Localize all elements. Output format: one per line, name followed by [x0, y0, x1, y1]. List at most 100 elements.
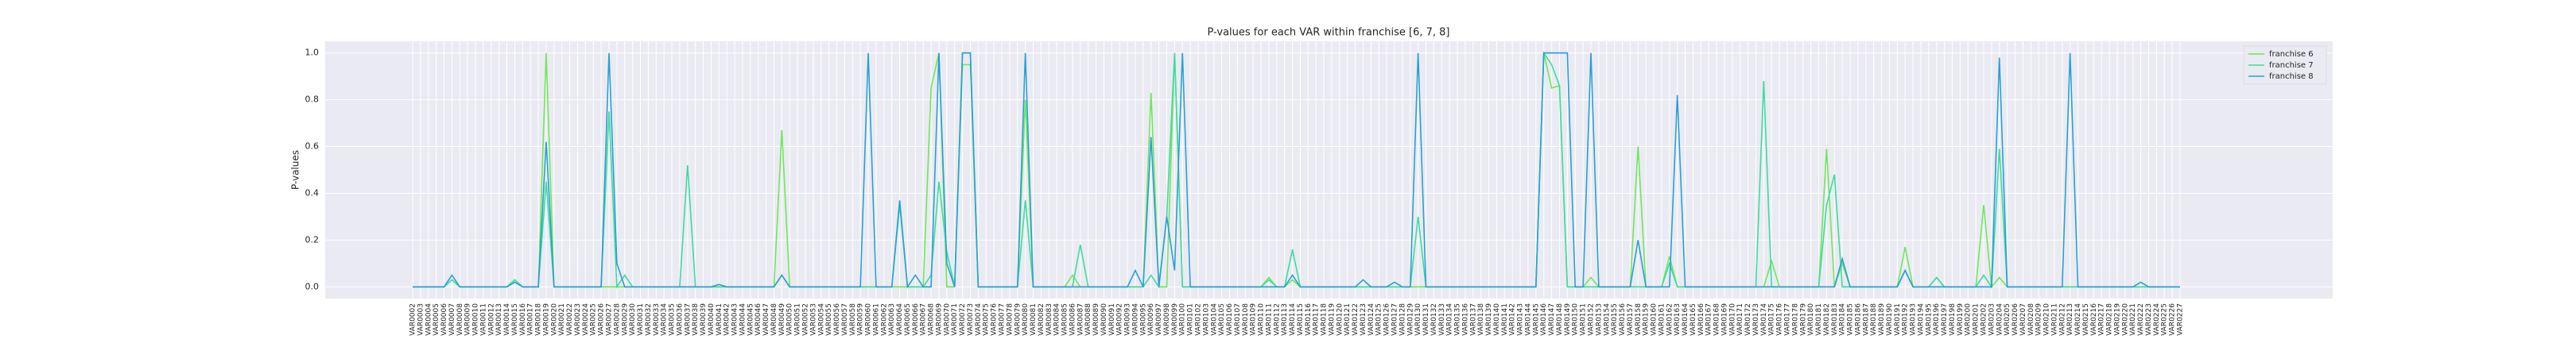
x-tick-label: VAR0109 [1250, 303, 1258, 336]
x-tick-label: VAR0114 [1289, 303, 1297, 336]
x-tick-label: VAR0005 [433, 303, 440, 336]
x-tick-label: VAR0055 [825, 303, 833, 336]
y-tick-label: 0.8 [305, 94, 320, 105]
x-tick-label: VAR0031 [637, 303, 645, 336]
x-tick-label: VAR0178 [1791, 303, 1799, 336]
x-tick-label: VAR0200 [1965, 303, 1973, 336]
x-tick-label: VAR0210 [2043, 303, 2051, 336]
x-tick-label: VAR0009 [464, 303, 472, 336]
legend-label: franchise 8 [2269, 72, 2314, 81]
x-tick-label: VAR0075 [983, 303, 991, 336]
x-tick-label: VAR0104 [1210, 303, 1218, 336]
x-tick-label: VAR0067 [920, 303, 928, 336]
x-tick-label: VAR0068 [928, 303, 936, 336]
x-tick-label: VAR0195 [1925, 303, 1933, 336]
x-tick-label: VAR0058 [849, 303, 857, 336]
x-tick-label: VAR0006 [440, 303, 448, 336]
x-tick-label: VAR0193 [1910, 303, 1918, 336]
x-tick-label: VAR0198 [1949, 303, 1957, 336]
x-tick-label: VAR0095 [1139, 303, 1147, 336]
x-tick-label: VAR0011 [479, 303, 487, 336]
x-tick-label: VAR0049 [778, 303, 786, 336]
x-tick-label: VAR0138 [1477, 303, 1485, 336]
x-tick-label: VAR0132 [1430, 303, 1438, 336]
x-tick-label: VAR0153 [1595, 303, 1603, 336]
x-tick-label: VAR0106 [1226, 303, 1234, 336]
x-tick-label: VAR0082 [1038, 303, 1046, 336]
x-tick-label: VAR0190 [1886, 303, 1894, 336]
x-tick-label: VAR0070 [943, 303, 951, 336]
x-tick-label: VAR0142 [1509, 303, 1517, 336]
x-tick-label: VAR0183 [1831, 303, 1839, 336]
x-tick-label: VAR0074 [975, 303, 983, 336]
x-tick-label: VAR0180 [1807, 303, 1815, 336]
x-tick-label: VAR0021 [558, 303, 566, 336]
x-tick-label: VAR0214 [2074, 303, 2082, 336]
x-tick-label: VAR0038 [692, 303, 700, 336]
x-tick-label: VAR0078 [1006, 303, 1014, 336]
x-tick-label: VAR0191 [1894, 303, 1902, 336]
x-tick-label: VAR0023 [574, 303, 582, 336]
x-tick-label: VAR0084 [1053, 303, 1061, 336]
x-tick-label: VAR0174 [1760, 303, 1768, 336]
x-tick-label: VAR0041 [716, 303, 724, 336]
x-tick-label: VAR0164 [1682, 303, 1690, 336]
x-tick-label: VAR0158 [1635, 303, 1643, 336]
x-tick-label: VAR0201 [1973, 303, 1980, 336]
x-tick-label: VAR0176 [1776, 303, 1784, 336]
x-tick-label: VAR0223 [2145, 303, 2153, 336]
x-tick-label: VAR0209 [2035, 303, 2043, 336]
x-tick-label: VAR0017 [527, 303, 535, 336]
x-tick-label: VAR0167 [1705, 303, 1713, 336]
x-tick-label: VAR0135 [1454, 303, 1462, 336]
x-tick-label: VAR0226 [2169, 303, 2177, 336]
x-tick-label: VAR0014 [503, 303, 511, 336]
x-tick-label: VAR0160 [1651, 303, 1658, 336]
x-tick-label: VAR0148 [1556, 303, 1564, 336]
x-tick-label: VAR0166 [1697, 303, 1705, 336]
x-tick-label: VAR0077 [999, 303, 1007, 336]
x-tick-label: VAR0149 [1564, 303, 1572, 336]
x-tick-label: VAR0054 [817, 303, 825, 336]
x-tick-label: VAR0161 [1658, 303, 1666, 336]
legend-label: franchise 6 [2269, 50, 2314, 59]
x-tick-label: VAR0073 [967, 303, 975, 336]
x-tick-label: VAR0061 [872, 303, 880, 336]
x-tick-label: VAR0028 [613, 303, 621, 336]
x-tick-label: VAR0080 [1022, 303, 1030, 336]
x-tick-label: VAR0105 [1218, 303, 1226, 336]
x-tick-label: VAR0100 [1179, 303, 1187, 336]
x-tick-label: VAR0099 [1171, 303, 1179, 336]
x-tick-label: VAR0128 [1399, 303, 1406, 336]
x-tick-label: VAR0130 [1414, 303, 1422, 336]
x-tick-label: VAR0036 [676, 303, 684, 336]
x-tick-label: VAR0187 [1862, 303, 1870, 336]
x-tick-label: VAR0177 [1784, 303, 1792, 336]
x-tick-label: VAR0007 [448, 303, 456, 336]
x-tick-label: VAR0179 [1799, 303, 1807, 336]
x-tick-label: VAR0133 [1438, 303, 1446, 336]
x-tick-label: VAR0020 [550, 303, 558, 336]
x-tick-label: VAR0145 [1532, 303, 1540, 336]
x-tick-label: VAR0033 [653, 303, 661, 336]
x-tick-label: VAR0064 [896, 303, 904, 336]
y-tick-label: 0.4 [305, 187, 320, 198]
x-tick-label: VAR0022 [566, 303, 574, 336]
x-tick-label: VAR0043 [731, 303, 739, 336]
x-tick-label: VAR0194 [1917, 303, 1925, 336]
x-tick-label: VAR0042 [724, 303, 731, 336]
x-tick-label: VAR0101 [1187, 303, 1195, 336]
x-tick-label: VAR0060 [865, 303, 873, 336]
x-tick-label: VAR0030 [629, 303, 637, 336]
x-tick-label: VAR0053 [809, 303, 817, 336]
x-tick-label: VAR0110 [1258, 303, 1266, 336]
x-tick-label: VAR0157 [1627, 303, 1635, 336]
x-tick-label: VAR0027 [606, 303, 614, 336]
x-tick-label: VAR0143 [1517, 303, 1525, 336]
x-tick-label: VAR0144 [1524, 303, 1532, 336]
x-tick-label: VAR0140 [1493, 303, 1501, 336]
x-tick-label: VAR0154 [1603, 303, 1611, 336]
x-tick-label: VAR0125 [1375, 303, 1383, 336]
x-tick-label: VAR0081 [1030, 303, 1038, 336]
x-tick-label: VAR0207 [2019, 303, 2027, 336]
